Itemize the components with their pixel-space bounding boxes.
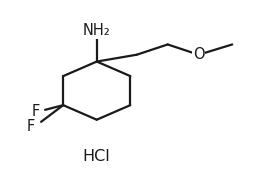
- Text: F: F: [27, 119, 35, 134]
- Text: F: F: [32, 104, 40, 119]
- Text: O: O: [193, 47, 205, 62]
- Text: HCl: HCl: [83, 149, 111, 164]
- Text: NH₂: NH₂: [83, 23, 111, 38]
